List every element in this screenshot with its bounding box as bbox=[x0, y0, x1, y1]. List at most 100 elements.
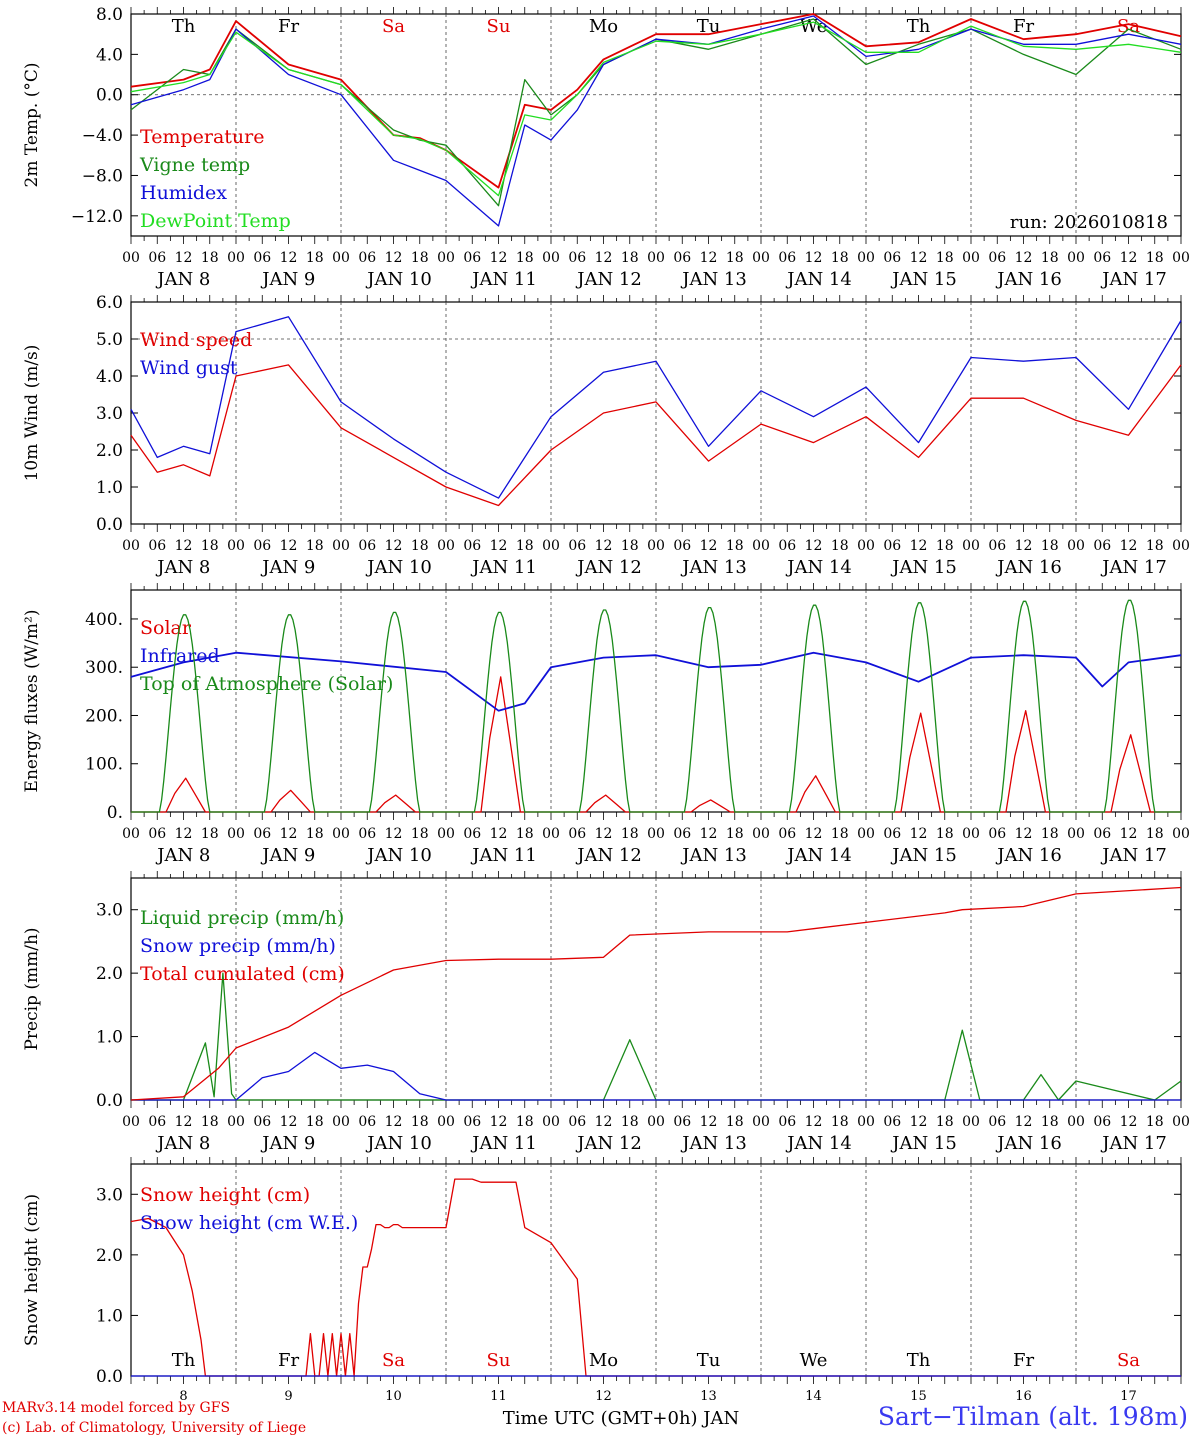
x-date-label: JAN 11 bbox=[470, 269, 537, 290]
weekday-label: Mo bbox=[589, 1350, 618, 1371]
x-hour-label: 00 bbox=[227, 826, 245, 842]
x-date-label: JAN 16 bbox=[995, 845, 1062, 866]
weekday-label: Su bbox=[487, 16, 511, 37]
x-hour-label: 06 bbox=[778, 826, 796, 842]
x-hour-label: 18 bbox=[831, 250, 849, 266]
x-hour-label: 00 bbox=[962, 538, 980, 554]
x-hour-label: 12 bbox=[910, 1114, 928, 1130]
x-hour-label: 12 bbox=[490, 1114, 508, 1130]
x-hour-label: 06 bbox=[883, 538, 901, 554]
x-hour-label: 00 bbox=[857, 826, 875, 842]
x-hour-label: 06 bbox=[358, 538, 376, 554]
x-hour-label: 18 bbox=[1146, 1114, 1164, 1130]
x-hour-label: 18 bbox=[1041, 1114, 1059, 1130]
x-hour-label: 12 bbox=[280, 826, 298, 842]
x-hour-label: 06 bbox=[463, 538, 481, 554]
x-hour-label: 18 bbox=[201, 250, 219, 266]
x-hour-label: 00 bbox=[122, 250, 140, 266]
x-date-label: JAN 17 bbox=[1100, 269, 1167, 290]
x-hour-label: 12 bbox=[595, 250, 613, 266]
weekday-label: Su bbox=[487, 1350, 511, 1371]
y-tick-label: 0. bbox=[107, 803, 123, 823]
x-hour-label: 18 bbox=[1146, 538, 1164, 554]
series-line-total-cumulated-cm bbox=[130, 886, 1182, 1101]
x-date-label: JAN 13 bbox=[680, 1133, 747, 1154]
chart-panel-snow: 3.0 2.0 1.0 0.0 Snow height (cm) 8 9 10 11 12 13 14… bbox=[22, 1157, 1182, 1429]
x-hour-label: 00 bbox=[647, 250, 665, 266]
legend-entry: Temperature bbox=[140, 126, 264, 148]
x-hour-label: 06 bbox=[883, 250, 901, 266]
y-tick-label: 3.0 bbox=[96, 1185, 123, 1205]
x-hour-label: 06 bbox=[148, 538, 166, 554]
series-line-top-of-atmosphere-solar bbox=[131, 599, 1181, 813]
x-hour-label: 00 bbox=[227, 538, 245, 554]
x-hour-label: 06 bbox=[1093, 826, 1111, 842]
x-date-label: JAN 16 bbox=[995, 1133, 1062, 1154]
x-hour-label: 00 bbox=[122, 1114, 140, 1130]
x-hour-label: 12 bbox=[1120, 538, 1138, 554]
x-hour-label: 12 bbox=[805, 826, 823, 842]
x-hour-label: 06 bbox=[1093, 250, 1111, 266]
x-hour-label: 00 bbox=[962, 826, 980, 842]
x-date-label: JAN 15 bbox=[890, 269, 957, 290]
x-hour-label: 00 bbox=[1172, 826, 1190, 842]
x-date-label: JAN 13 bbox=[680, 845, 747, 866]
y-tick-label: 2.0 bbox=[96, 441, 123, 461]
x-hour-label: 06 bbox=[568, 1114, 586, 1130]
x-hour-label: 12 bbox=[910, 250, 928, 266]
x-date-label: JAN 17 bbox=[1100, 1133, 1167, 1154]
x-hour-label: 18 bbox=[1041, 250, 1059, 266]
x-hour-label: 18 bbox=[831, 538, 849, 554]
y-tick-label: 3.0 bbox=[96, 901, 123, 921]
x-hour-label: 00 bbox=[437, 1114, 455, 1130]
x-hour-label: 12 bbox=[280, 1114, 298, 1130]
x-hour-label: 12 bbox=[385, 538, 403, 554]
x-hour-label: 00 bbox=[857, 250, 875, 266]
y-axis-label: Precip (mm/h) bbox=[22, 927, 42, 1050]
x-hour-label: 06 bbox=[358, 1114, 376, 1130]
x-hour-label: 12 bbox=[700, 538, 718, 554]
x-hour-label: 18 bbox=[726, 250, 744, 266]
x-hour-label: 06 bbox=[148, 1114, 166, 1130]
x-hour-label: 06 bbox=[253, 826, 271, 842]
x-hour-label: 18 bbox=[201, 1114, 219, 1130]
x-hour-label: 12 bbox=[490, 250, 508, 266]
credit-lab: (c) Lab. of Climatology, University of L… bbox=[2, 1420, 307, 1436]
x-hour-label: 00 bbox=[437, 250, 455, 266]
x-date-label: JAN 15 bbox=[890, 1133, 957, 1154]
x-hour-label: 06 bbox=[253, 538, 271, 554]
x-hour-label: 18 bbox=[201, 826, 219, 842]
x-hour-label: 06 bbox=[778, 1114, 796, 1130]
y-tick-label: 8.0 bbox=[96, 5, 123, 25]
x-date-label: JAN 8 bbox=[155, 269, 210, 290]
weekday-label: Fr bbox=[278, 16, 299, 37]
x-date-label: JAN 12 bbox=[575, 269, 642, 290]
x-hour-label: 18 bbox=[621, 1114, 639, 1130]
y-tick-label: 1.0 bbox=[96, 478, 123, 498]
x-hour-label: 06 bbox=[988, 1114, 1006, 1130]
x-hour-label: 00 bbox=[332, 826, 350, 842]
x-hour-label: 06 bbox=[568, 826, 586, 842]
x-hour-label: 06 bbox=[148, 826, 166, 842]
x-hour-label: 18 bbox=[1146, 250, 1164, 266]
y-tick-label: 0.0 bbox=[96, 86, 123, 106]
x-hour-label: 12 bbox=[700, 1114, 718, 1130]
x-hour-label: 06 bbox=[463, 1114, 481, 1130]
weekday-label: We bbox=[800, 1350, 828, 1371]
x-hour-label: 06 bbox=[883, 826, 901, 842]
x-hour-label: 18 bbox=[1146, 826, 1164, 842]
y-tick-label: 1.0 bbox=[96, 1028, 123, 1048]
x-hour-label: 00 bbox=[437, 826, 455, 842]
y-tick-label: 400. bbox=[85, 610, 123, 630]
y-axis-label: Energy fluxes (W/m²) bbox=[22, 610, 42, 793]
x-day-number: 10 bbox=[385, 1389, 402, 1404]
x-hour-label: 12 bbox=[805, 250, 823, 266]
x-date-label: JAN 14 bbox=[785, 1133, 852, 1154]
x-hour-label: 18 bbox=[831, 1114, 849, 1130]
x-hour-label: 00 bbox=[857, 1114, 875, 1130]
x-hour-label: 18 bbox=[411, 1114, 429, 1130]
x-hour-label: 12 bbox=[1015, 1114, 1033, 1130]
x-hour-label: 18 bbox=[306, 826, 324, 842]
x-hour-label: 18 bbox=[306, 250, 324, 266]
x-hour-label: 00 bbox=[647, 538, 665, 554]
